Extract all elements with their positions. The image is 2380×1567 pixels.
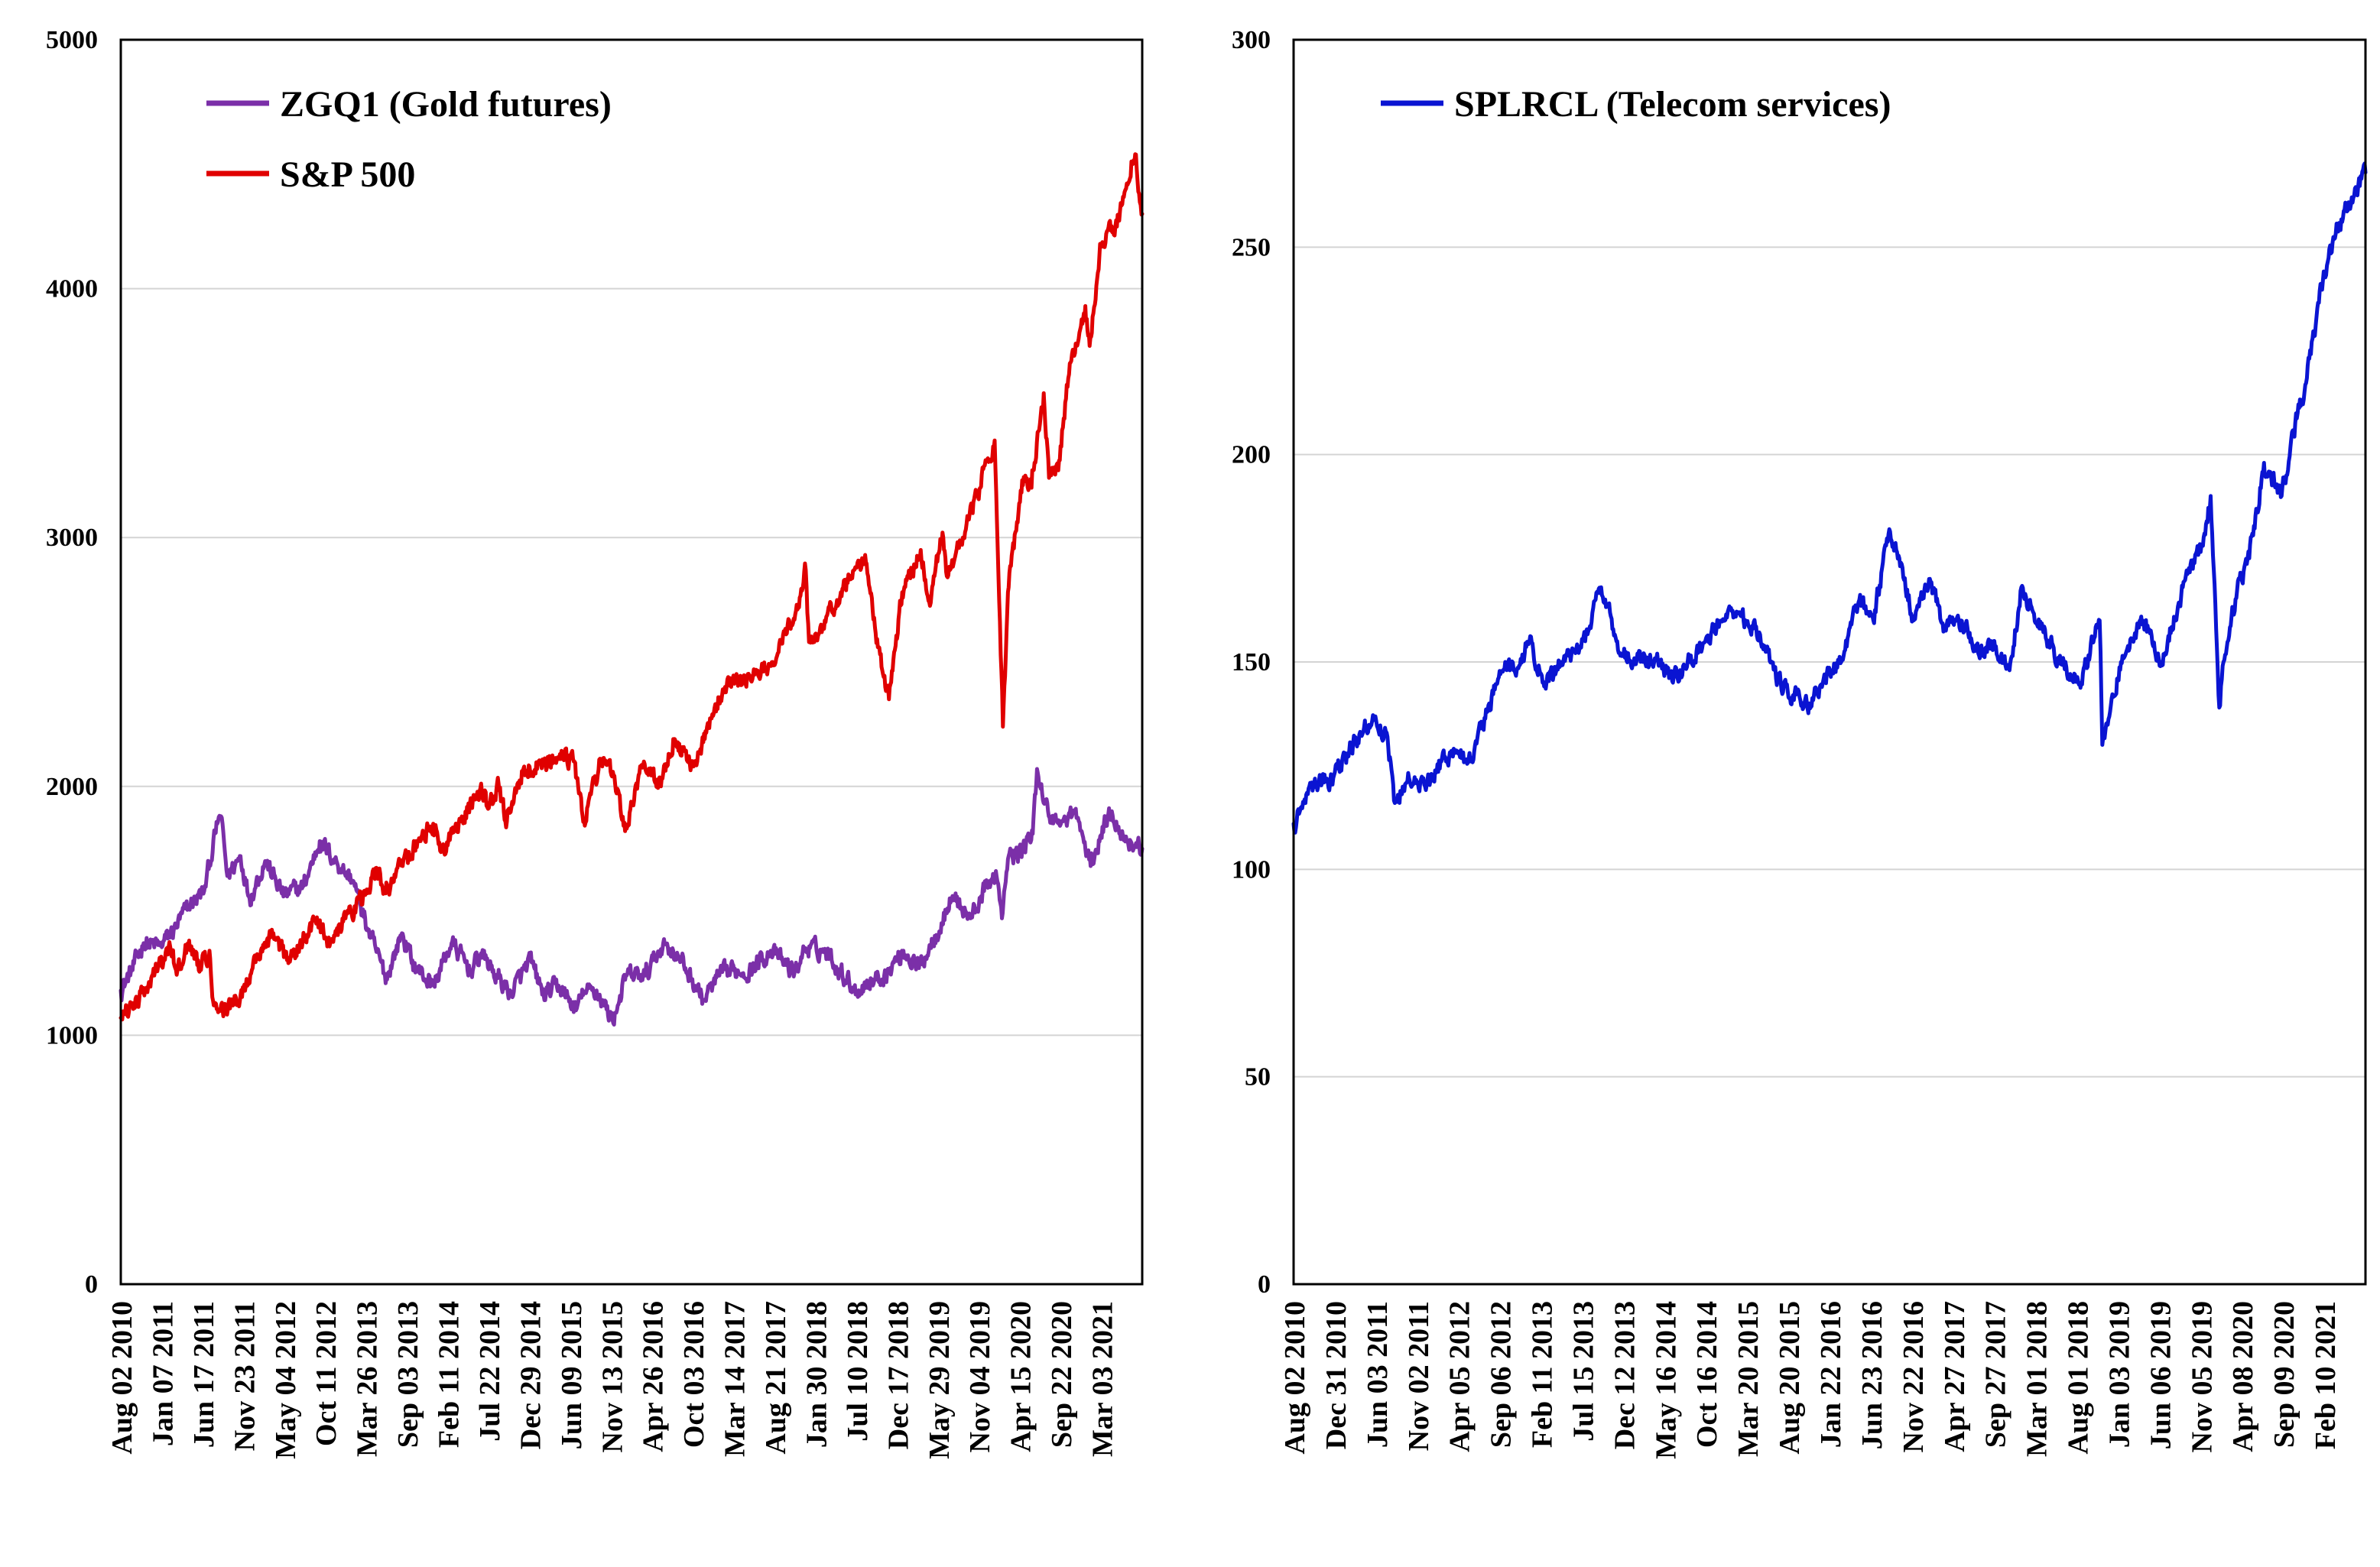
x-tick-label: Feb 10 2021: [2310, 1301, 2342, 1449]
x-tick-label: May 04 2012: [270, 1301, 302, 1459]
x-tick-label: Nov 23 2011: [229, 1301, 261, 1451]
series-line-splrcl-telecom-services: [1291, 161, 2368, 835]
x-tick-label: Aug 01 2018: [2063, 1301, 2095, 1455]
x-tick-label: Aug 20 2015: [1774, 1301, 1806, 1455]
x-tick-label: Jul 22 2014: [474, 1301, 506, 1442]
x-tick-label: Dec 17 2018: [882, 1301, 914, 1449]
x-tick-label: Jun 17 2011: [188, 1301, 220, 1448]
x-tick-label: Jun 09 2015: [556, 1301, 588, 1449]
x-tick-label: Aug 21 2017: [760, 1301, 792, 1455]
x-tick-label: Jan 03 2019: [2103, 1301, 2135, 1448]
legend-label: ZGQ1 (Gold futures): [280, 84, 612, 125]
x-tick-label: Oct 16 2014: [1691, 1301, 1723, 1448]
x-tick-label: Sep 09 2020: [2268, 1301, 2300, 1448]
x-tick-label: Nov 13 2015: [596, 1301, 628, 1452]
plot-frame: [119, 38, 1144, 1286]
x-tick-label: Sep 03 2013: [392, 1301, 424, 1448]
x-tick-label: Jan 07 2011: [147, 1301, 179, 1446]
y-tick-label: 100: [1232, 855, 1271, 884]
y-tick-label: 3000: [46, 524, 98, 552]
x-tick-label: Jul 15 2013: [1567, 1301, 1599, 1442]
x-tick-label: Feb 11 2014: [433, 1301, 466, 1448]
x-tick-label: Oct 03 2016: [678, 1301, 710, 1448]
x-tick-label: Jul 10 2018: [842, 1301, 874, 1442]
x-tick-label: Dec 31 2010: [1320, 1301, 1352, 1449]
y-tick-label: 4000: [46, 275, 98, 303]
x-tick-label: Feb 11 2013: [1527, 1301, 1559, 1448]
y-tick-label: 1000: [46, 1021, 98, 1050]
y-tick-label: 250: [1232, 233, 1271, 261]
x-tick-label: Apr 27 2017: [1939, 1301, 1971, 1452]
x-tick-label: Mar 01 2018: [2021, 1301, 2054, 1457]
x-tick-label: Oct 11 2012: [310, 1301, 343, 1446]
x-tick-label: Apr 05 2012: [1444, 1301, 1476, 1452]
y-tick-label: 0: [85, 1270, 98, 1299]
x-tick-label: Jan 22 2016: [1815, 1301, 1847, 1448]
x-tick-label: Nov 04 2019: [964, 1301, 996, 1452]
legend-label: S&P 500: [280, 154, 415, 195]
y-tick-label: 2000: [46, 773, 98, 801]
x-tick-label: Jan 30 2018: [800, 1301, 833, 1448]
left-chart: 0 1000 2000 3000 4000 5000 ZGQ1 (Gold futures)…: [46, 26, 1145, 1459]
x-tick-label: Nov 22 2016: [1898, 1301, 1930, 1452]
y-tick-label: 300: [1232, 26, 1271, 54]
x-tick-label: Dec 29 2014: [515, 1301, 547, 1449]
x-tick-label: Aug 02 2010: [1279, 1301, 1311, 1455]
x-tick-label: Mar 14 2017: [719, 1301, 752, 1457]
x-tick-label: May 16 2014: [1650, 1301, 1682, 1459]
y-tick-label: 150: [1232, 648, 1271, 676]
series-line-s-p-500: [119, 152, 1145, 1022]
x-tick-label: Nov 02 2011: [1403, 1301, 1435, 1451]
x-tick-label: Mar 03 2021: [1087, 1301, 1119, 1457]
x-tick-label: Apr 26 2016: [638, 1301, 670, 1452]
x-tick-label: Aug 02 2010: [106, 1301, 138, 1455]
x-tick-label: Dec 12 2013: [1609, 1301, 1641, 1449]
y-tick-label: 0: [1258, 1270, 1271, 1299]
x-tick-label: Jun 23 2016: [1856, 1301, 1888, 1449]
x-tick-label: Apr 15 2020: [1005, 1301, 1037, 1452]
y-tick-label: 50: [1245, 1063, 1271, 1092]
series-line-zgq1-gold-futures: [119, 767, 1145, 1027]
legend-label: SPLRCL (Telecom services): [1454, 84, 1891, 125]
right-chart: 0 50 100 150 200 250 300 SPLRCL (Telecom servic…: [1232, 26, 2368, 1459]
plot-frame: [1292, 38, 2367, 1286]
x-tick-label: Sep 06 2012: [1485, 1301, 1518, 1448]
x-tick-label: Nov 05 2019: [2186, 1301, 2218, 1452]
y-tick-label: 5000: [46, 26, 98, 54]
x-tick-label: Jun 06 2019: [2145, 1301, 2177, 1449]
x-tick-label: Apr 08 2020: [2227, 1301, 2259, 1452]
y-tick-label: 200: [1232, 441, 1271, 469]
x-tick-label: Sep 22 2020: [1046, 1301, 1078, 1448]
x-tick-label: Mar 20 2015: [1732, 1301, 1765, 1457]
x-tick-label: Jun 03 2011: [1362, 1301, 1394, 1448]
x-tick-label: Mar 26 2013: [352, 1301, 384, 1457]
x-tick-label: Sep 27 2017: [1980, 1301, 2012, 1448]
x-tick-label: May 29 2019: [924, 1301, 956, 1459]
